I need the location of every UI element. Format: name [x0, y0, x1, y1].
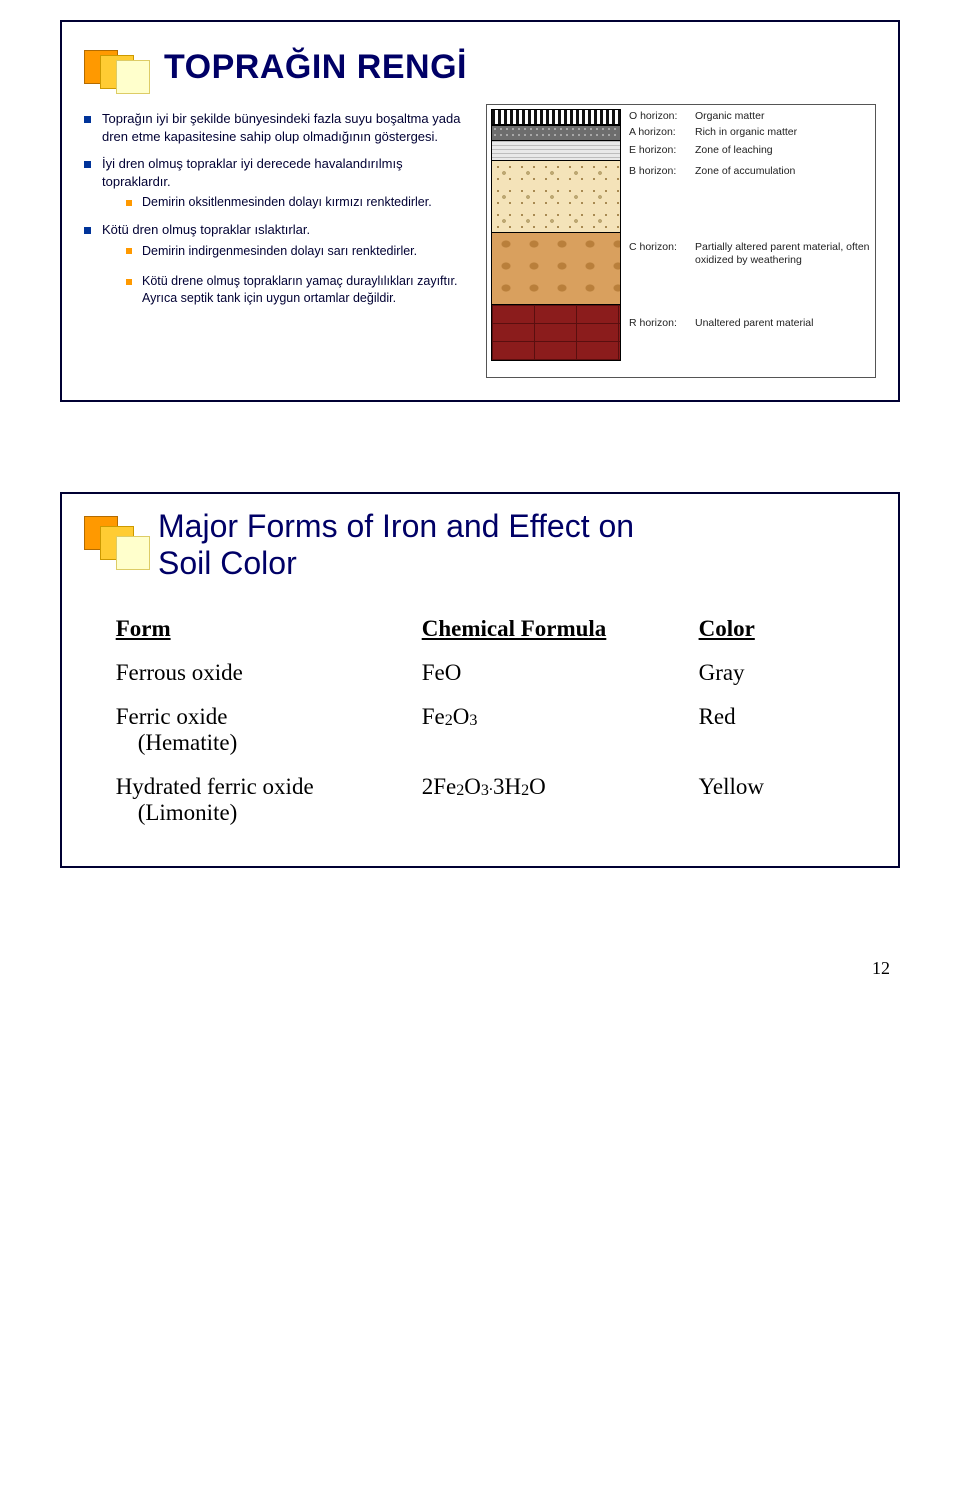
slide2-squares — [84, 516, 150, 570]
cell-color: Gray — [699, 660, 845, 686]
horizon-name: O horizon: — [629, 110, 689, 123]
slide2-title-line2: Soil Color — [158, 545, 297, 581]
soil-profile-figure: O horizon: Organic matter A horizon: Rich i… — [486, 104, 876, 378]
cell-color: Red — [699, 704, 845, 730]
slide2-title-line1: Major Forms of Iron and Effect on — [158, 508, 634, 544]
header-form: Form — [116, 616, 422, 642]
horizon-label: C horizon: Partially altered parent mater… — [629, 237, 871, 313]
title-square-inner — [116, 60, 150, 94]
soil-layer-ehorizon — [491, 141, 621, 161]
slide1-content: Toprağın iyi bir şekilde bünyesindeki fa… — [84, 104, 876, 378]
bullets-column: Toprağın iyi bir şekilde bünyesindeki fa… — [84, 104, 468, 317]
page-container: TOPRAĞIN RENGİ Toprağın iyi bir şekilde … — [0, 0, 960, 1019]
horizon-desc: Zone of accumulation — [695, 165, 871, 178]
bullet-3-2: Kötü drene olmuş toprakların yamaç duray… — [126, 273, 468, 307]
cell-form: Hydrated ferric oxide(Limonite) — [116, 774, 422, 826]
horizon-label: O horizon: Organic matter — [629, 109, 871, 125]
profile-strata — [491, 109, 621, 373]
soil-layer-chorizon — [491, 233, 621, 305]
bullet-2-text: İyi dren olmuş topraklar iyi derecede ha… — [102, 156, 403, 189]
header-color: Color — [699, 616, 845, 642]
cell-form: Ferrous oxide — [116, 660, 422, 686]
horizon-name: E horizon: — [629, 144, 689, 157]
table-header-row: Form Chemical Formula Color — [116, 616, 845, 642]
horizon-name: R horizon: — [629, 317, 689, 330]
horizon-desc: Organic matter — [695, 110, 871, 123]
table-row: Hydrated ferric oxide(Limonite)2Fe2O3 . … — [116, 774, 845, 826]
title-bar: TOPRAĞIN RENGİ — [84, 40, 876, 94]
cell-formula: 2Fe2O3 . 3H2O — [422, 774, 699, 800]
cell-color: Yellow — [699, 774, 845, 800]
cell-formula: Fe2O3 — [422, 704, 699, 730]
slide-2: Major Forms of Iron and Effect on Soil C… — [60, 492, 900, 868]
horizon-name: C horizon: — [629, 241, 689, 254]
diagram-column: O horizon: Organic matter A horizon: Rich i… — [486, 104, 876, 378]
title-square-inner — [116, 536, 150, 570]
bullet-2: İyi dren olmuş topraklar iyi derecede ha… — [84, 155, 468, 211]
horizon-desc: Partially altered parent material, often… — [695, 241, 871, 267]
horizon-desc: Zone of leaching — [695, 144, 871, 157]
horizon-name: A horizon: — [629, 126, 689, 139]
bullet-2-1: Demirin oksitlenmesinden dolayı kırmızı … — [126, 194, 468, 211]
bullet-1: Toprağın iyi bir şekilde bünyesindeki fa… — [84, 110, 468, 145]
horizon-label: E horizon: Zone of leaching — [629, 141, 871, 161]
slide2-title: Major Forms of Iron and Effect on Soil C… — [158, 508, 634, 582]
soil-layer-ohorizon — [491, 109, 621, 125]
page-number: 12 — [60, 958, 900, 979]
profile-labels: O horizon: Organic matter A horizon: Rich i… — [629, 109, 871, 373]
horizon-label: A horizon: Rich in organic matter — [629, 125, 871, 141]
horizon-desc: Rich in organic matter — [695, 126, 871, 139]
header-formula: Chemical Formula — [422, 616, 699, 642]
horizon-label: R horizon: Unaltered parent material — [629, 313, 871, 373]
bullet-3: Kötü dren olmuş topraklar ıslaktırlar. D… — [84, 221, 468, 307]
soil-layer-ahorizon — [491, 125, 621, 141]
slide2-title-bar: Major Forms of Iron and Effect on Soil C… — [84, 508, 876, 582]
horizon-desc: Unaltered parent material — [695, 317, 871, 330]
bullet-3-1: Demirin indirgenmesinden dolayı sarı ren… — [126, 243, 468, 260]
table-row: Ferric oxide(Hematite)Fe2O3Red — [116, 704, 845, 756]
table-row: Ferrous oxideFeOGray — [116, 660, 845, 686]
horizon-name: B horizon: — [629, 165, 689, 178]
bullet-3-text: Kötü dren olmuş topraklar ıslaktırlar. — [102, 222, 310, 237]
soil-layer-bhorizon — [491, 161, 621, 233]
slide1-title: TOPRAĞIN RENGİ — [164, 48, 467, 87]
slide-1: TOPRAĞIN RENGİ Toprağın iyi bir şekilde … — [60, 20, 900, 402]
soil-layer-rhorizon — [491, 305, 621, 361]
horizon-label: B horizon: Zone of accumulation — [629, 161, 871, 237]
iron-table: Form Chemical Formula Color Ferrous oxid… — [116, 616, 845, 826]
cell-formula: FeO — [422, 660, 699, 686]
cell-form: Ferric oxide(Hematite) — [116, 704, 422, 756]
